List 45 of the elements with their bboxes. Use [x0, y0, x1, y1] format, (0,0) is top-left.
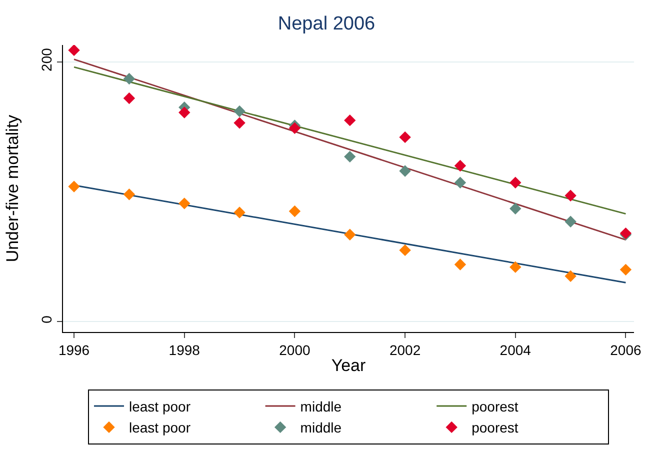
y-axis-title: Under-five mortality [2, 114, 22, 262]
point [344, 150, 356, 163]
point [564, 216, 576, 228]
point [234, 105, 246, 118]
point [68, 180, 80, 192]
point [288, 205, 301, 218]
point [344, 228, 356, 240]
legend-label: least poor [129, 420, 191, 436]
point [178, 106, 190, 118]
point [454, 258, 466, 270]
point [123, 188, 136, 200]
legend-label: middle [300, 398, 342, 414]
point [399, 165, 411, 177]
point [344, 114, 356, 126]
point [234, 117, 246, 129]
y-tick-label: 200 [38, 48, 54, 72]
point [620, 264, 632, 276]
x-tick-label: 2000 [279, 342, 310, 358]
point [399, 131, 411, 144]
point [178, 198, 190, 210]
point [454, 176, 466, 189]
point [123, 92, 136, 104]
x-tick-label: 2002 [389, 342, 421, 358]
point [510, 261, 522, 273]
point [510, 202, 522, 214]
legend-label: poorest [472, 420, 518, 436]
x-tick-label: 2004 [500, 342, 532, 358]
x-tick-label: 2006 [610, 342, 642, 358]
point [564, 190, 576, 202]
point [454, 160, 466, 172]
x-axis-title: Year [331, 356, 366, 376]
point [564, 270, 576, 282]
point [288, 122, 301, 134]
point [234, 206, 246, 218]
x-tick-label: 1996 [58, 342, 90, 358]
legend-label: poorest [472, 398, 518, 414]
point [399, 244, 411, 256]
legend-label: least poor [129, 398, 191, 414]
y-tick-label: 0 [38, 315, 54, 324]
chart-title: Nepal 2006 [278, 13, 376, 34]
point [510, 176, 522, 189]
point [68, 45, 80, 56]
point [123, 72, 136, 85]
legend-label: middle [300, 420, 342, 436]
x-tick-label: 1998 [168, 342, 200, 358]
